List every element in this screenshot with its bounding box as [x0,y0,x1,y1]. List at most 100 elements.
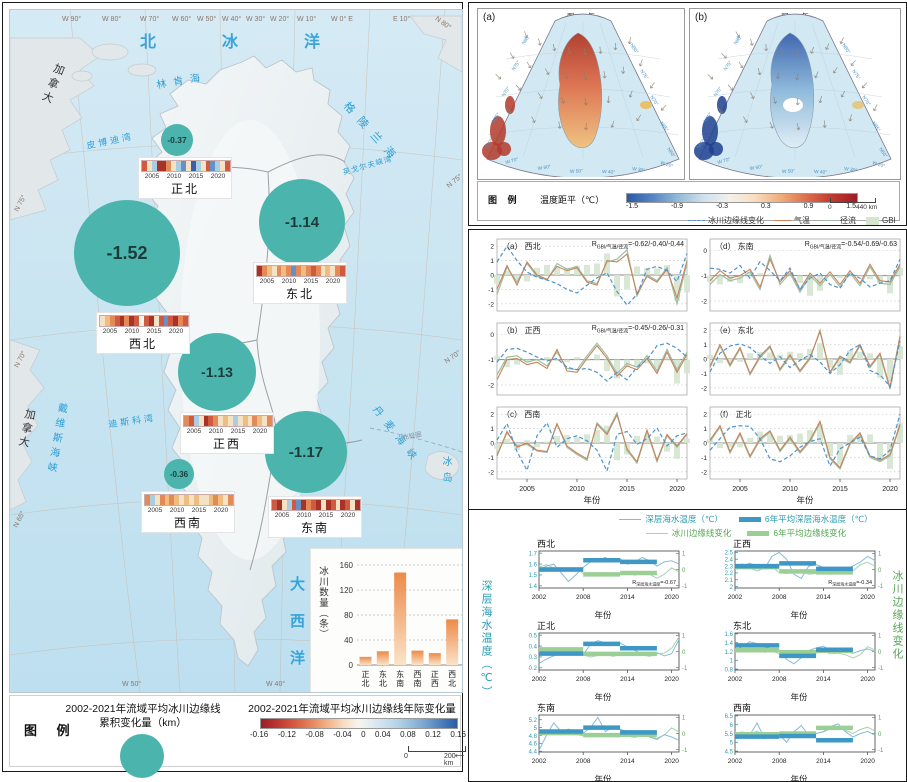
strip-ticks: 2005 2010 2015 2020 [259,278,341,285]
svg-text:1.5: 1.5 [529,573,538,579]
legend-cumulative-caption-line1: 2002-2021年流域平均冰川边缘线 [65,703,221,715]
bubble-dongnan: -1.17 [265,411,347,493]
strip-region-name: 西北 [128,337,157,351]
legend-edge-change: 冰川边缘线变化 [688,215,764,226]
svg-text:6.5: 6.5 [725,714,734,720]
svg-text:0: 0 [878,732,882,738]
svg-text:2014: 2014 [816,758,831,765]
ocean-chart-region-title: 东南 [537,703,556,713]
canada-landmass [10,15,462,576]
strip-dongnan: 2005 2010 2015 2020 东南 [268,496,362,538]
svg-text:4.8: 4.8 [529,734,538,740]
svg-text:1: 1 [682,552,686,558]
lon-label: W 80° [102,16,122,23]
panel-b-tag: (b) [695,12,708,23]
svg-text:-2: -2 [488,301,494,308]
svg-text:W 60°: W 60° [749,164,763,172]
lon-label: W 20° [270,16,290,23]
strip-region-name: 正北 [170,182,199,196]
bubble-dongbei-value: -1.14 [284,213,320,231]
svg-text:W 50°: W 50° [570,168,583,175]
strip-region-name: 西南 [173,516,202,530]
svg-text:1.4: 1.4 [725,641,734,647]
svg-text:东南: 东南 [396,669,404,688]
legend-bubble-symbol [120,734,164,778]
ocean-chart-svg: 2.52.42.32.22.12 1 0 -1 2002 2008 2014 2020 R深层海… [725,550,884,601]
lon-label: W 70° [140,16,160,23]
lon-label: W 90° [62,16,82,23]
svg-text:2014: 2014 [816,676,831,683]
strip-xibei: 2005 2010 2015 2020 西北 [96,312,190,354]
map-scale-start: 0 [404,753,408,760]
svg-text:4.5: 4.5 [725,749,734,755]
svg-text:R深层海水温度=-0.67: R深层海水温度=-0.67 [632,580,676,587]
lon-label: W 10° [297,16,317,23]
svg-text:-1: -1 [878,748,884,754]
bubble-zhengbei-value: -0.37 [167,135,187,145]
svg-text:2002: 2002 [532,594,547,601]
label-iceland: 冰岛 [440,456,451,488]
svg-text:W 40°: W 40° [602,169,615,176]
svg-text:1: 1 [878,634,882,640]
forcing-legend: 冰川边缘线变化 气温 径流 GBI [688,215,896,226]
svg-text:-1: -1 [878,666,884,672]
svg-text:N80°: N80° [628,43,639,55]
svg-text:-2: -2 [488,382,494,389]
bubble-xinan-value: -0.36 [169,469,189,479]
legend-deep-temp: 深层海水温度（℃） [619,513,723,525]
svg-text:-1: -1 [488,357,494,364]
svg-text:W 20°: W 20° [659,160,673,169]
ocean-chart-region-title: 正西 [733,539,752,549]
ocean-chart-svg: 1.7 1.6 1.5 1.4 1 0 -1 2002 2008 2014 2020 R深层海水温度=… [529,550,688,601]
svg-text:4.6: 4.6 [529,742,538,748]
thick-green-swatch [747,530,770,536]
bubble-zhengbei: -0.37 [161,124,193,156]
map-legend-title: 图 例 [24,723,78,738]
ocean-chart-svg: 0.5 0.4 0.3 0.2 1 0 -1 2002 2008 2014 2020 [529,632,688,683]
svg-text:0: 0 [703,357,707,364]
svg-text:2014: 2014 [816,594,831,601]
svg-text:1: 1 [703,426,707,433]
strip-cells [183,415,273,427]
svg-text:0.5: 0.5 [529,633,538,639]
ocean-chart-zhengbei: 正北 0.5 0.4 0.3 0.2 1 0 -1 2002 2008 2014 2020 年份 [509,619,697,703]
svg-text:2015: 2015 [832,486,848,493]
svg-text:2: 2 [490,244,494,251]
map-scale-end: 200 km [444,753,456,767]
ocean-chart-dongbei: 东北 1.6 1.4 1.2 1 0.8 1 0 -1 2002 2008 2014 2020 年份 [705,619,893,703]
forcing-chart-xinan: 2 1 0 -1 -2 2005 2010 2015 2020 年份 （c） 西南 [480,402,692,511]
strip-cells [99,315,189,327]
gbi-composite-panel: (a) 强GBI年 N80°N75°N70°N65°N60°N80°N75°N7… [468,2,907,226]
svg-text:2008: 2008 [576,758,591,765]
forcing-chart-zhengbei: 2 1 0 -1 -2 2005 2010 2015 2020 年份 （f） 正北 [693,402,905,511]
correlation-label: RGBI/气温/径流=-0.54/-0.69/-0.63 [804,241,897,251]
svg-text:2.5: 2.5 [725,551,734,557]
gbi-scale-bar [830,198,876,203]
ocean-temperature-panel: 深层海水温度（℃） 6年平均深层海水温度（℃） 冰川边缘线变化 6年平均边缘线变… [468,509,907,782]
svg-text:1: 1 [703,342,707,349]
svg-text:1: 1 [878,716,882,722]
ocean-chart-region-title: 东北 [733,621,752,631]
ocean-chart-svg: 5.2 5 4.8 4.6 4.4 1 0 -1 2002 2008 2014 2020 [529,714,688,765]
forcing-chart-dongnan: 0 -1 -2 （d） 东南 RGBI/气温/径流=-0.54/-0.69/-0.63 [693,234,905,323]
svg-text:-2: -2 [701,469,707,476]
svg-text:2020: 2020 [860,758,875,765]
svg-text:N70°: N70° [648,95,659,107]
svg-text:0.2: 0.2 [529,666,538,672]
svg-text:1.6: 1.6 [725,632,734,638]
gbi-legend-ticks: -1.5 -0.9 -0.3 0.3 0.9 1.5 [626,203,856,210]
svg-text:2015: 2015 [619,486,635,493]
ocean-chart-svg: 1.6 1.4 1.2 1 0.8 1 0 -1 2002 2008 2014 2020 [725,632,884,683]
svg-text:2014: 2014 [620,676,635,683]
orange-line-swatch [774,220,791,221]
svg-text:2: 2 [490,412,494,419]
svg-text:-2: -2 [701,298,707,305]
strip-region-name: 东北 [285,287,314,301]
legend-colorbar [260,718,458,729]
svg-text:0: 0 [878,568,882,574]
gbi-legend-label: 温度距平（℃） [540,195,605,205]
strip-ticks: 2005 2010 2015 2020 [147,507,229,514]
svg-text:2002: 2002 [728,676,743,683]
fan-map-svg: N80° N75° N70° N65° N60° N80° N75° N70° N65° N60°… [482,13,680,177]
svg-text:5.5: 5.5 [725,732,734,738]
